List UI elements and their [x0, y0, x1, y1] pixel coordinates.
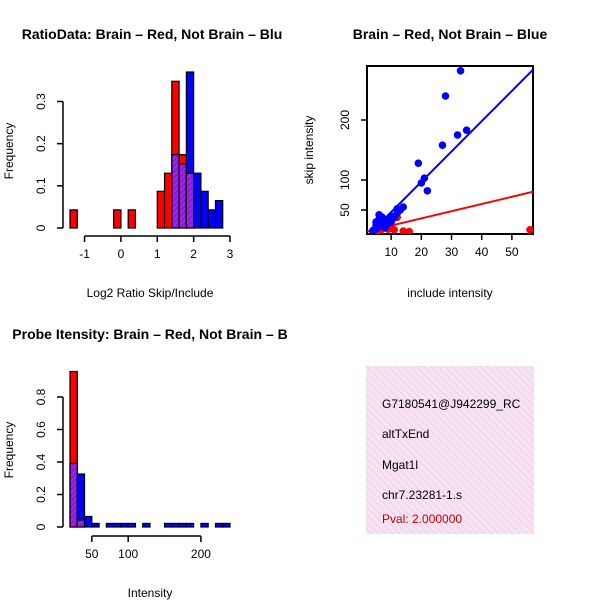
histogram-bar-overlap	[76, 519, 86, 528]
intensity-bars	[69, 370, 231, 528]
histogram-bar	[156, 190, 166, 229]
y-axis-label: Frequency	[2, 422, 16, 479]
histogram-bar	[83, 515, 93, 528]
ratio-histogram-panel: RatioData: Brain – Red, Not Brain – Blu …	[2, 26, 282, 300]
histogram-bar	[193, 172, 202, 229]
histogram-bar	[113, 522, 122, 528]
gene-name: Mgat1l	[382, 458, 418, 472]
x-tick-label: 30	[445, 245, 459, 259]
scatter-point	[456, 67, 465, 75]
histogram-bar	[163, 522, 173, 528]
x-tick-label: 0	[118, 247, 125, 261]
ratio-axes: -1 0 1 2 3 0 0.1 0.2 0.3	[34, 93, 234, 261]
y-tick-label: 0.4	[34, 453, 48, 470]
scatter-point	[399, 203, 408, 211]
histogram-bar	[105, 522, 115, 528]
x-axis-label: Intensity	[128, 586, 173, 600]
scatter-point	[399, 227, 408, 234]
y-tick-label: 0.2	[34, 135, 48, 152]
y-tick-label: 0.8	[34, 388, 48, 405]
scatter-axes: 10 20 30 40 50 50 100 200	[338, 110, 519, 259]
info-panel: G7180541@J942299_RC altTxEnd Mgat1l chr7…	[366, 366, 534, 534]
scatter-point	[420, 174, 429, 182]
histogram-bar	[113, 209, 122, 229]
scatter-point	[414, 159, 423, 167]
intensity-axes: 50 100 200 0 0.2 0.4 0.6 0.8	[34, 388, 211, 561]
y-axis-label: Frequency	[2, 123, 16, 180]
histogram-bar	[214, 199, 224, 229]
histogram-bar	[163, 172, 173, 229]
scatter-point	[405, 227, 414, 234]
probe-id: G7180541@J942299_RC	[382, 397, 521, 411]
genomic-location: chr7.23281-1.s	[382, 488, 462, 502]
scatter-panel: Brain – Red, Not Brain – Blue 10 20 30 40 50…	[302, 26, 547, 300]
histogram-bar	[142, 522, 151, 528]
histogram-bar	[91, 522, 100, 528]
y-tick-label: 0.2	[34, 486, 48, 503]
scatter-point	[441, 92, 450, 100]
histogram-bar-overlap	[171, 154, 180, 229]
y-tick-label: 0.6	[34, 421, 48, 438]
histogram-bar	[127, 522, 137, 528]
x-tick-label: 40	[475, 245, 489, 259]
x-axis-label: include intensity	[407, 286, 492, 300]
x-tick-label: 10	[384, 245, 398, 259]
x-tick-label: 2	[190, 247, 197, 261]
plot-frame	[366, 65, 534, 235]
x-tick-label: -1	[79, 247, 90, 261]
scatter-point	[423, 187, 432, 195]
x-tick-label: 20	[415, 245, 429, 259]
histogram-bar	[69, 209, 78, 229]
x-tick-label: 3	[227, 247, 234, 261]
x-tick-label: 50	[85, 547, 99, 561]
scatter-point	[390, 226, 398, 234]
histogram-bar	[200, 522, 209, 528]
x-tick-label: 200	[191, 547, 211, 561]
x-axis-label: Log2 Ratio Skip/Include	[87, 286, 214, 300]
intensity-histogram-panel: Probe Itensity: Brain – Red, Not Brain –…	[2, 326, 288, 600]
ratio-bars	[69, 71, 224, 229]
x-tick-label: 1	[154, 247, 161, 261]
histogram-bar-overlap	[178, 163, 187, 229]
histogram-bar	[171, 522, 180, 528]
scatter-point	[438, 141, 447, 149]
scatter-point	[526, 226, 533, 234]
histogram-bar	[178, 522, 187, 528]
y-tick-label: 0	[34, 523, 48, 530]
y-tick-label: 0.1	[34, 177, 48, 194]
chart-title: Probe Itensity: Brain – Red, Not Brain –…	[12, 326, 287, 342]
scatter-point	[462, 126, 471, 134]
histogram-bar	[185, 522, 195, 528]
histogram-bar-overlap	[185, 172, 195, 229]
x-tick-label: 50	[505, 245, 519, 259]
y-tick-label: 0.3	[34, 93, 48, 110]
regression-line	[367, 190, 533, 233]
histogram-bar	[120, 522, 129, 528]
x-tick-label: 100	[118, 547, 138, 561]
y-tick-label: 100	[338, 170, 352, 190]
scatter-content	[367, 67, 533, 234]
y-tick-label: 0	[34, 224, 48, 231]
y-tick-label: 50	[338, 203, 352, 217]
histogram-bar	[222, 522, 231, 528]
chart-title: Brain – Red, Not Brain – Blue	[353, 26, 548, 42]
info-panel-background	[366, 366, 534, 534]
histogram-bar	[207, 209, 217, 229]
pval-text: Pval: 2.000000	[382, 512, 462, 526]
histogram-bar	[214, 522, 224, 528]
event-type: altTxEnd	[382, 427, 429, 441]
chart-title: RatioData: Brain – Red, Not Brain – Blu	[22, 26, 283, 42]
y-axis-label: skip intensity	[302, 116, 316, 185]
y-tick-label: 200	[338, 110, 352, 130]
histogram-bar	[200, 190, 209, 229]
histogram-bar	[127, 209, 137, 229]
histogram-bar	[76, 473, 86, 528]
histogram-bar-overlap	[69, 462, 78, 528]
scatter-point	[453, 131, 462, 139]
